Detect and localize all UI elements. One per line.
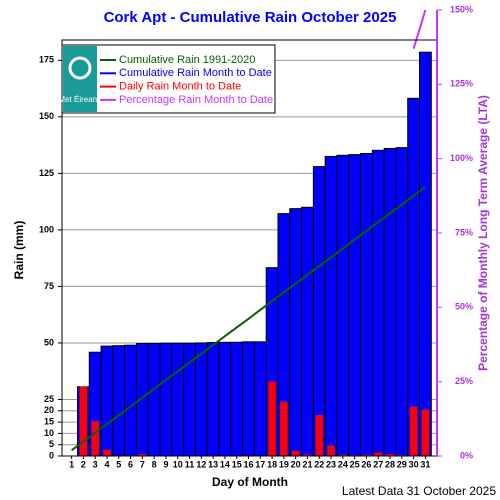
- x-tick-label: 26: [361, 459, 371, 469]
- bar: [301, 206, 314, 457]
- x-tick-label: 21: [302, 459, 312, 469]
- bar: [407, 97, 421, 457]
- bar: [159, 342, 173, 457]
- x-tick-label: 4: [104, 459, 109, 469]
- y-tick-label: 5: [49, 439, 54, 449]
- y2-tick-label: 100%: [450, 153, 473, 163]
- x-tick-label: 27: [373, 459, 383, 469]
- y2-tick-label: 125%: [450, 79, 473, 89]
- x-tick-label: 10: [173, 459, 183, 469]
- y-tick-label: 15: [44, 416, 54, 426]
- y2-tick-label: 50%: [455, 302, 473, 312]
- x-tick-label: 3: [93, 459, 98, 469]
- bar: [289, 208, 303, 457]
- legend-box: [61, 44, 276, 114]
- bar: [280, 401, 288, 457]
- x-tick-label: 29: [397, 459, 407, 469]
- legend-label: Daily Rain Month to Date: [119, 81, 241, 93]
- bar: [103, 449, 111, 457]
- bar: [79, 386, 88, 457]
- bar: [194, 342, 208, 457]
- y-tick-label: 175: [39, 55, 54, 65]
- y-tick-label: 150: [39, 111, 54, 121]
- x-tick-label: 2: [81, 459, 86, 469]
- x-tick-label: 17: [255, 459, 265, 469]
- bar: [395, 147, 409, 457]
- x-tick-label: 30: [409, 459, 419, 469]
- x-tick-label: 15: [232, 459, 242, 469]
- bar: [336, 154, 350, 457]
- x-tick-label: 24: [338, 459, 348, 469]
- x-tick-label: 28: [385, 459, 395, 469]
- y-tick-label: 100: [39, 224, 54, 234]
- bar: [100, 345, 114, 457]
- line: [412, 9, 427, 49]
- bar: [371, 149, 385, 457]
- x-tick-label: 6: [128, 459, 133, 469]
- y2-tick-label: 25%: [455, 376, 473, 386]
- x-tick-label: 12: [196, 459, 206, 469]
- bar: [421, 409, 430, 457]
- x-tick-label: 18: [267, 459, 277, 469]
- x-tick-label: 19: [279, 459, 289, 469]
- bar: [124, 344, 137, 457]
- x-tick-label: 16: [243, 459, 253, 469]
- bar: [409, 406, 418, 457]
- x-tick-label: 7: [140, 459, 145, 469]
- bar: [112, 345, 126, 457]
- x-tick-label: 5: [116, 459, 121, 469]
- y-tick-label: 25: [44, 394, 54, 404]
- bar: [315, 415, 324, 457]
- legend-label: Cumulative Rain Month to Date: [119, 67, 272, 79]
- x-tick-label: 13: [208, 459, 218, 469]
- bar: [360, 152, 373, 457]
- x-tick-label: 25: [350, 459, 360, 469]
- x-tick-label: 31: [420, 459, 430, 469]
- bar: [206, 342, 220, 457]
- x-tick-label: 20: [291, 459, 301, 469]
- bar: [218, 341, 232, 457]
- bar: [91, 421, 99, 457]
- bar: [171, 342, 185, 457]
- y-tick-label: 125: [39, 168, 54, 178]
- y2-tick-label: 0%: [460, 450, 473, 460]
- x-tick-label: 9: [163, 459, 168, 469]
- x-tick-label: 22: [314, 459, 324, 469]
- bar: [419, 51, 432, 457]
- x-tick-label: 8: [152, 459, 157, 469]
- line: [71, 186, 426, 452]
- bar: [291, 450, 300, 457]
- logo-swirl: [68, 56, 92, 80]
- bar: [253, 341, 267, 457]
- x-tick-label: 1: [69, 459, 74, 469]
- legend-label: Cumulative Rain 1991-2020: [119, 54, 255, 66]
- x-tick-label: 14: [220, 459, 230, 469]
- y2-tick-label: 75%: [455, 227, 473, 237]
- y-tick-label: 10: [44, 428, 54, 438]
- footer: Latest Data 31 October 2025: [342, 484, 496, 498]
- x-tick-label: 23: [326, 459, 336, 469]
- bar: [242, 341, 255, 457]
- bar: [312, 166, 326, 457]
- y2-tick-label: 150%: [450, 4, 473, 14]
- logo-text: Met Éireann: [58, 95, 101, 104]
- y-tick-label: 75: [44, 281, 54, 291]
- y-tick-label: 0: [49, 450, 54, 460]
- bar: [383, 148, 397, 457]
- bar: [324, 155, 338, 457]
- chart-title: Cork Apt - Cumulative Rain October 2025: [104, 9, 397, 26]
- y-tick-label: 50: [44, 337, 54, 347]
- y-axis-label: Rain (mm): [12, 221, 26, 280]
- y2-axis-label: Percentage of Monthly Long Term Average …: [476, 95, 490, 371]
- x-tick-label: 11: [185, 459, 195, 469]
- bar: [327, 445, 335, 457]
- legend-label: Percentage Rain Month to Date: [119, 94, 273, 106]
- y-tick-label: 20: [44, 405, 54, 415]
- bar: [268, 381, 276, 457]
- bar: [348, 154, 362, 457]
- bar: [147, 342, 161, 457]
- x-axis-label: Day of Month: [212, 475, 288, 489]
- bar: [230, 341, 244, 457]
